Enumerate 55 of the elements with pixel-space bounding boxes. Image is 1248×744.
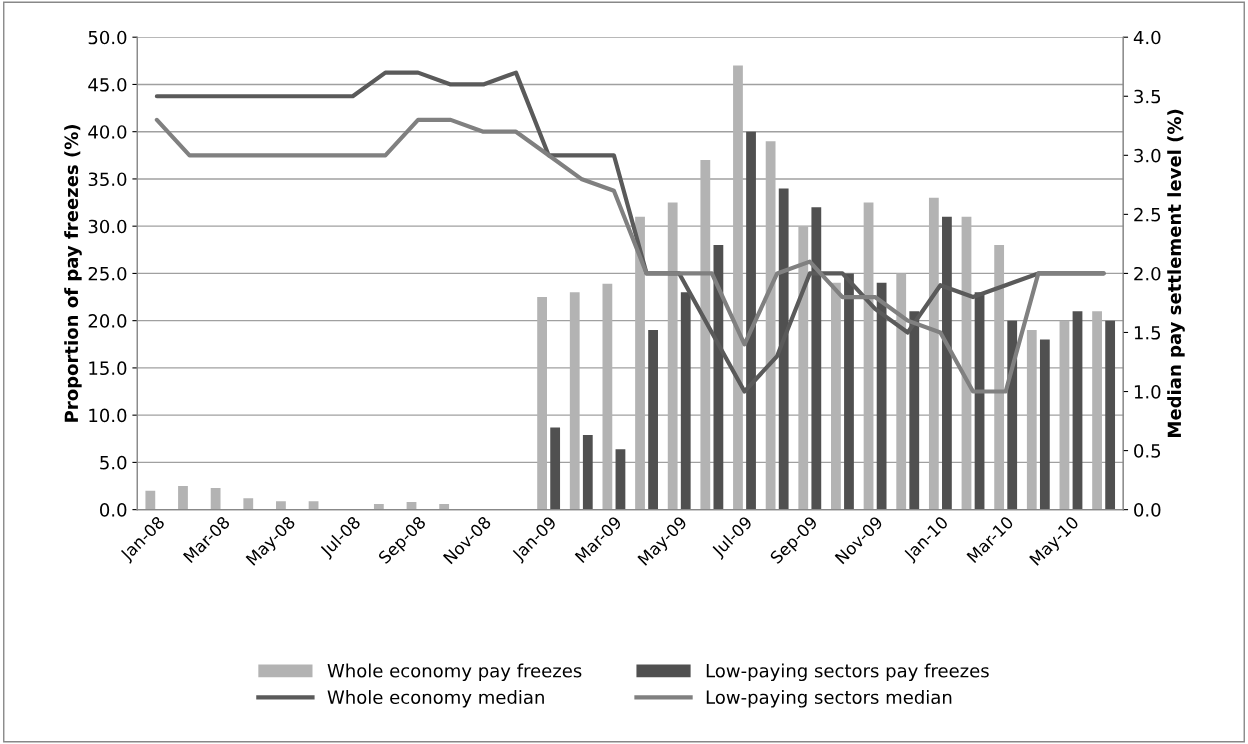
bar: [798, 226, 809, 510]
bar: [537, 297, 547, 510]
bar: [765, 141, 776, 510]
bar: [276, 501, 286, 510]
bar: [582, 434, 593, 510]
bar: [667, 202, 678, 510]
bar: [569, 292, 580, 510]
y2-tick-label: 1.5: [1134, 326, 1161, 340]
bar: [994, 245, 1005, 510]
y-tick-label: 30.0: [88, 219, 127, 234]
y2-tick-label: 2.5: [1134, 207, 1161, 222]
bar: [1026, 330, 1037, 510]
bar: [178, 486, 188, 510]
y-tick-label: 50.0: [88, 30, 127, 45]
y-tick-label: 45.0: [88, 77, 127, 92]
legend-label: Low-paying sectors median: [706, 690, 952, 708]
bar: [733, 65, 743, 510]
y2-tick-label: 3.5: [1134, 89, 1161, 104]
legend-label: Low-paying sectors pay freezes: [706, 663, 989, 681]
y-tick-label: 25.0: [88, 266, 127, 281]
bar: [648, 330, 658, 510]
y-tick-label: 15.0: [89, 361, 127, 376]
y2-axis-title: Median pay settlement level (%): [1167, 109, 1185, 437]
y2-tick-label: 2.0: [1134, 266, 1161, 281]
y2-tick-label: 4.0: [1133, 30, 1161, 45]
bar: [1105, 320, 1116, 510]
bar: [145, 490, 156, 510]
legend-label: Whole economy median: [327, 690, 544, 708]
bar: [210, 487, 221, 510]
bar: [928, 197, 939, 510]
bar: [896, 273, 907, 510]
y2-tick-label: 0.5: [1134, 444, 1161, 458]
bar: [615, 449, 626, 510]
y-tick-label: 0.0: [100, 503, 127, 517]
bar: [602, 283, 613, 510]
y-tick-label: 5.0: [100, 455, 127, 470]
bar: [550, 427, 561, 510]
y-tick-label: 35.0: [88, 172, 127, 187]
y2-tick-label: 3.0: [1134, 148, 1161, 163]
bar: [831, 282, 841, 510]
bar: [1092, 311, 1102, 510]
legend-label: Whole economy pay freezes: [327, 663, 582, 681]
bar: [243, 498, 254, 510]
bar: [700, 160, 711, 510]
bar: [1039, 339, 1050, 510]
bar: [1072, 311, 1083, 510]
y2-tick-label: 0.0: [1134, 503, 1161, 517]
y2-tick-label: 1.0: [1134, 384, 1161, 399]
bar: [1059, 320, 1070, 510]
bar: [1007, 320, 1018, 510]
bar: [635, 216, 645, 510]
y-tick-label: 40.0: [88, 125, 127, 139]
y-tick-label: 10.0: [89, 408, 127, 423]
y-axis-title: Proportion of pay freezes (%): [64, 125, 82, 422]
y-tick-label: 20.0: [88, 314, 127, 328]
